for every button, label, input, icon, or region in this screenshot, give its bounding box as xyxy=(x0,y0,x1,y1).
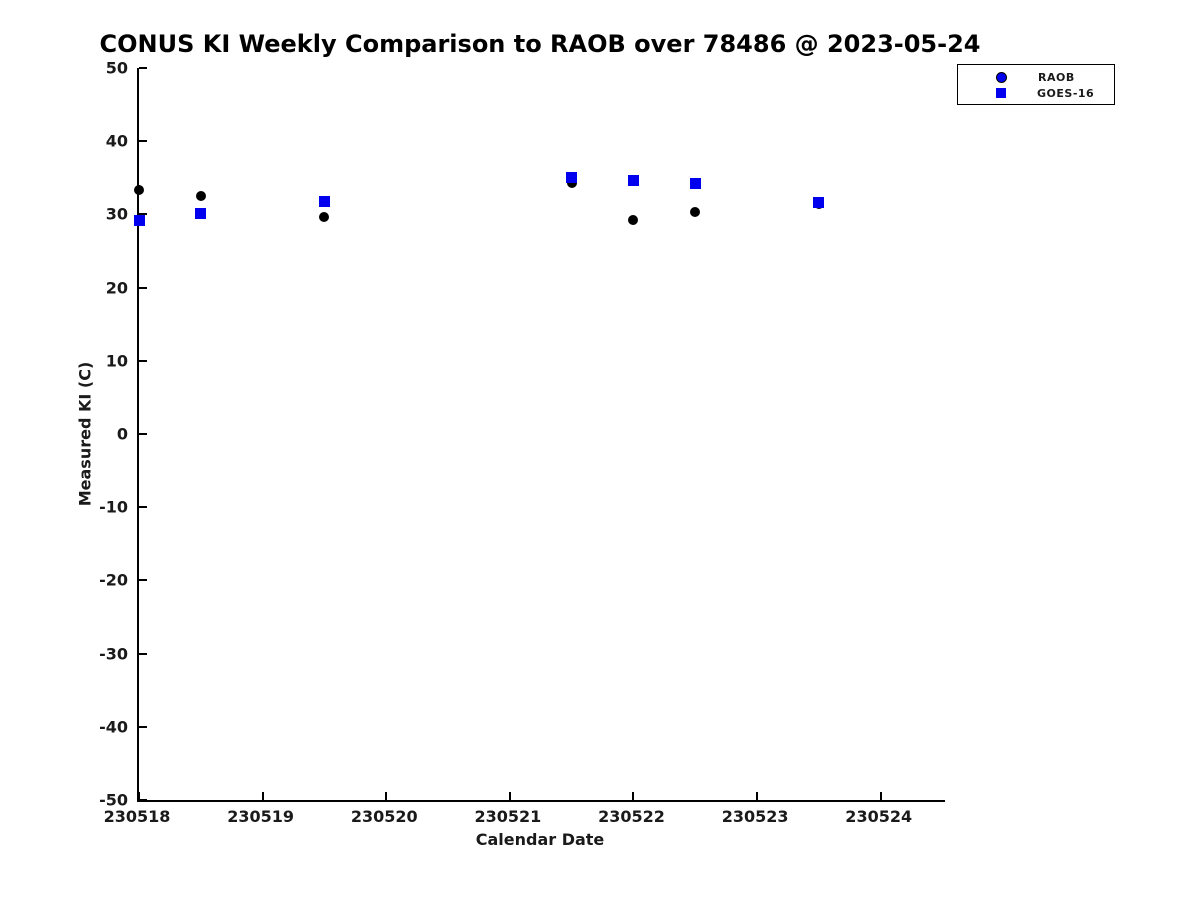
x-axis-tick xyxy=(385,792,388,800)
y-tick-label: -10 xyxy=(99,497,128,517)
legend-label-raob: RAOB xyxy=(1038,70,1075,84)
x-axis-tick xyxy=(508,792,511,800)
x-tick-label: 230524 xyxy=(845,807,913,826)
point-raob xyxy=(195,191,206,202)
y-axis-tick xyxy=(139,213,147,216)
y-tick-label: 50 xyxy=(105,58,128,78)
point-raob xyxy=(134,184,144,195)
y-axis-tick xyxy=(139,506,147,509)
y-axis-tick xyxy=(139,140,147,143)
point-raob xyxy=(628,215,639,226)
point-goes-16 xyxy=(813,197,825,209)
x-axis-label: Calendar Date xyxy=(475,830,605,849)
point-raob xyxy=(566,177,577,188)
point-goes-16 xyxy=(195,208,207,220)
y-tick-label: -40 xyxy=(99,717,128,737)
goes16-square-marker-icon xyxy=(996,88,1006,98)
legend-label-goes16: GOES-16 xyxy=(1037,86,1095,100)
point-goes-16 xyxy=(566,171,578,183)
point-goes-16 xyxy=(318,195,330,207)
point-goes-16 xyxy=(627,175,639,187)
y-axis-tick xyxy=(139,433,147,435)
x-axis-tick xyxy=(632,792,635,800)
legend: RAOB GOES-16 xyxy=(957,64,1115,105)
raob-circle-marker-icon xyxy=(996,71,1007,83)
point-raob xyxy=(690,207,701,218)
chart-title: CONUS KI Weekly Comparison to RAOB over … xyxy=(99,30,981,58)
y-tick-label: 40 xyxy=(105,131,128,151)
y-axis-tick xyxy=(139,652,147,655)
y-tick-label: 10 xyxy=(105,351,128,371)
y-tick-label: -30 xyxy=(99,644,128,664)
x-axis-tick xyxy=(261,792,264,800)
y-axis-tick xyxy=(139,725,147,728)
y-axis-tick xyxy=(139,359,147,362)
x-tick-label: 230519 xyxy=(227,807,295,826)
y-axis-tick xyxy=(139,579,147,582)
x-tick-label: 230518 xyxy=(103,807,171,826)
y-tick-label: 0 xyxy=(116,424,128,444)
y-tick-label: 30 xyxy=(105,204,128,224)
x-tick-label: 230521 xyxy=(474,807,542,826)
legend-entry-goes16: GOES-16 xyxy=(958,85,1114,101)
point-goes-16 xyxy=(133,214,145,226)
y-tick-label: -20 xyxy=(99,570,128,590)
legend-entry-raob: RAOB xyxy=(958,69,1114,85)
x-tick-label: 230520 xyxy=(350,807,418,826)
x-axis-tick xyxy=(138,792,140,800)
y-axis-tick xyxy=(139,799,147,801)
y-tick-label: -50 xyxy=(99,790,128,810)
point-goes-16 xyxy=(689,178,701,190)
point-raob xyxy=(319,212,330,223)
x-axis-tick xyxy=(756,792,759,800)
y-axis-tick xyxy=(139,67,147,69)
y-tick-label: 20 xyxy=(105,278,128,298)
x-axis-tick xyxy=(879,792,882,800)
x-tick-label: 230523 xyxy=(721,807,789,826)
plot-area xyxy=(133,67,945,802)
y-axis-tick xyxy=(139,286,147,289)
x-tick-label: 230522 xyxy=(598,807,665,826)
